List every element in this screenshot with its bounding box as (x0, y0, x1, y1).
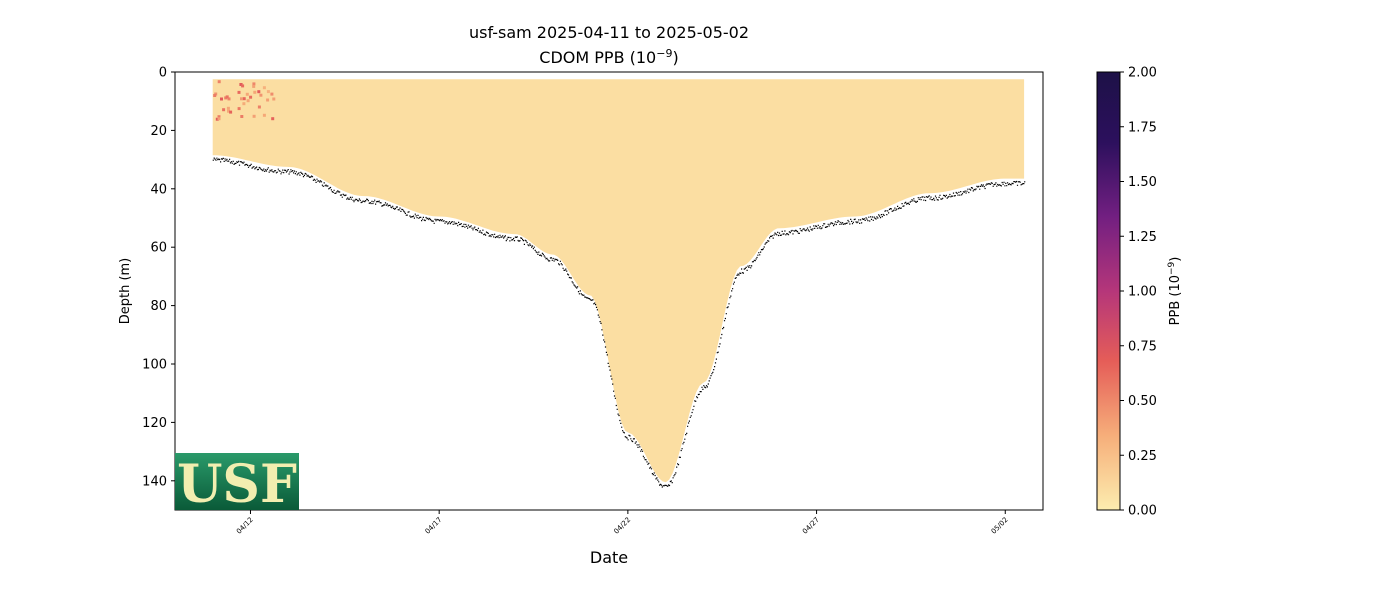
cdom-speckle (226, 106, 230, 110)
cdom-speckle (259, 93, 263, 97)
cdom-speckle (225, 95, 229, 99)
cdom-speckle (239, 83, 243, 86)
cdom-speckle (271, 117, 275, 121)
colorbar-label: PPB (10−9) (1167, 257, 1183, 326)
y-tick-label: 100 (142, 358, 167, 373)
cdom-speckle (252, 82, 256, 86)
cdom-speckle (242, 97, 246, 101)
colorbar-tick-label: 1.25 (1128, 230, 1157, 245)
chart-title: usf-sam 2025-04-11 to 2025-05-02 (469, 23, 749, 42)
cdom-speckle (257, 90, 261, 94)
x-axis-ticks: 04/12 04/17 04/22 04/27 05/02 (235, 510, 1010, 536)
x-tick-label: 04/12 (235, 516, 255, 536)
cdom-speckle (252, 84, 256, 88)
colorbar-tick-label: 2.00 (1128, 66, 1157, 81)
x-axis-label: Date (590, 548, 628, 567)
colorbar-tick-label: 1.50 (1128, 175, 1157, 190)
cdom-field (212, 79, 1025, 483)
colorbar (1096, 71, 1121, 511)
cdom-speckle (266, 98, 270, 102)
cdom-speckle (227, 97, 231, 101)
colorbar-tick-label: 0.25 (1128, 449, 1157, 464)
colorbar-ticks: 0.00 0.25 0.50 0.75 1.00 1.25 1.50 1.75 2.00 (1120, 66, 1157, 519)
subtitle-end: ) (672, 48, 678, 67)
cdom-speckle (227, 109, 230, 113)
cdom-speckle (237, 90, 241, 94)
colorbar-tick-label: 0.75 (1128, 339, 1157, 354)
y-tick-label: 0 (159, 66, 167, 81)
y-axis-ticks: 0 20 40 60 80 100 120 140 (142, 66, 175, 489)
cdom-speckle (241, 84, 245, 88)
cdom-speckle (217, 117, 221, 121)
cdom-speckle (217, 115, 221, 119)
cdom-speckle (266, 90, 270, 94)
y-axis-label: Depth (m) (118, 258, 133, 325)
cdom-speckle (246, 99, 250, 103)
cdom-speckle (240, 115, 244, 118)
cdom-speckle (240, 97, 243, 101)
cdom-speckle (262, 113, 266, 117)
y-tick-label: 20 (150, 124, 167, 139)
cdom-speckle (217, 80, 221, 84)
subtitle-main: CDOM PPB (10 (539, 48, 656, 67)
y-tick-label: 80 (150, 299, 167, 314)
cdom-speckle (242, 102, 246, 106)
x-tick-label: 04/22 (612, 516, 632, 536)
cdom-speckle (215, 117, 219, 121)
cdom-speckle (220, 97, 223, 101)
cdom-speckle (213, 94, 217, 97)
colorbar-label-exponent: −9 (1167, 261, 1177, 275)
heatmap-layer (212, 79, 1025, 483)
chart-subtitle: CDOM PPB (10−9) (539, 47, 678, 67)
cdom-speckle (253, 90, 257, 94)
logo-text: USF (177, 454, 297, 515)
colorbar-tick-label: 1.00 (1128, 285, 1157, 300)
cdom-speckle (262, 86, 266, 90)
x-tick-label: 05/02 (990, 516, 1010, 536)
colorbar-tick-label: 1.75 (1128, 120, 1157, 135)
cdom-speckle (257, 105, 261, 109)
y-tick-label: 60 (150, 241, 167, 256)
x-tick-label: 04/27 (801, 516, 821, 536)
y-tick-label: 40 (150, 182, 167, 197)
colorbar-tick-label: 0.00 (1128, 504, 1157, 519)
cdom-speckle (245, 92, 249, 96)
cdom-speckle (270, 92, 274, 96)
colorbar-tick-label: 0.50 (1128, 394, 1157, 409)
plot-frame (174, 71, 1044, 511)
colorbar-label-main: PPB (10 (1168, 275, 1183, 325)
colorbar-label-end: ) (1168, 257, 1183, 262)
y-tick-label: 140 (142, 474, 167, 489)
x-tick-label: 04/17 (424, 516, 444, 536)
cdom-speckle (252, 114, 256, 118)
cdom-speckle (222, 108, 226, 112)
cdom-speckle (249, 95, 253, 99)
cdom-speckle (229, 110, 233, 114)
y-tick-label: 120 (142, 416, 167, 431)
cdom-speckle (237, 107, 241, 111)
cdom-speckle (272, 97, 276, 101)
usf-logo: USF (175, 453, 299, 515)
logo-background (175, 453, 299, 510)
subtitle-exponent: −9 (656, 47, 672, 60)
